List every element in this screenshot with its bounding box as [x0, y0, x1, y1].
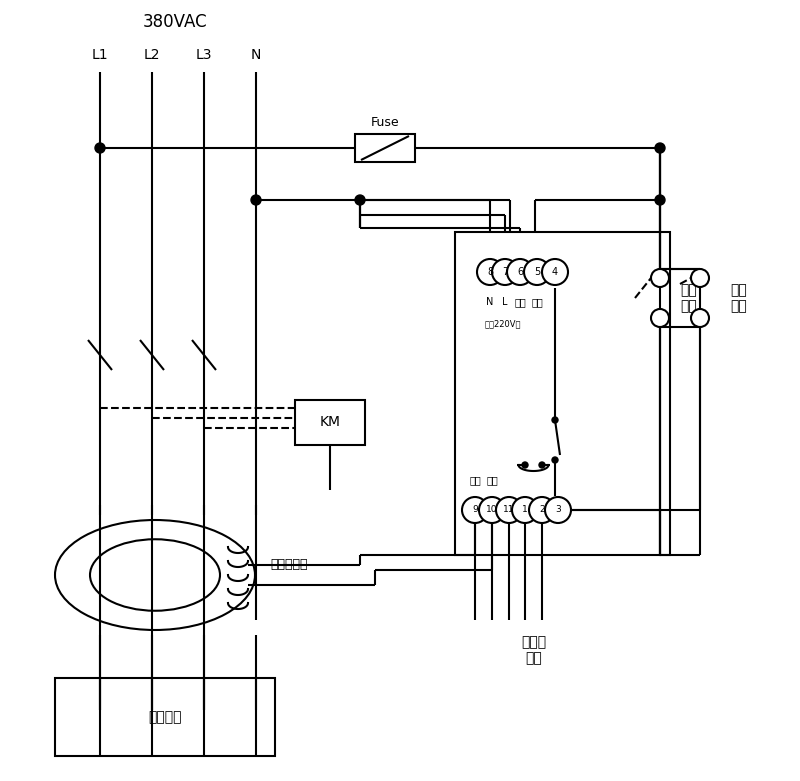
Circle shape [355, 195, 365, 205]
Circle shape [507, 259, 533, 285]
Text: 5: 5 [534, 267, 540, 277]
Text: 零序互感器: 零序互感器 [270, 558, 307, 572]
Text: 380VAC: 380VAC [142, 13, 207, 31]
Circle shape [552, 417, 558, 423]
Text: L3: L3 [196, 48, 212, 62]
Text: 自锁
开关: 自锁 开关 [730, 283, 746, 313]
Circle shape [691, 269, 709, 287]
Circle shape [462, 497, 488, 523]
Circle shape [496, 497, 522, 523]
Bar [55, 678, 275, 756]
Text: 9: 9 [472, 505, 478, 515]
Text: 4: 4 [552, 267, 558, 277]
Circle shape [477, 259, 503, 285]
Bar [355, 134, 415, 162]
Text: 8: 8 [487, 267, 493, 277]
Circle shape [691, 309, 709, 327]
Text: L1: L1 [92, 48, 108, 62]
Circle shape [524, 259, 550, 285]
Text: N: N [486, 297, 494, 307]
Text: 10: 10 [486, 505, 498, 515]
Circle shape [512, 497, 538, 523]
Text: 试验: 试验 [514, 297, 526, 307]
Text: 信号: 信号 [486, 475, 498, 485]
Circle shape [529, 497, 555, 523]
Circle shape [655, 195, 665, 205]
Circle shape [539, 462, 545, 468]
Circle shape [251, 195, 261, 205]
Circle shape [542, 259, 568, 285]
Bar [295, 400, 365, 445]
Text: L: L [502, 297, 508, 307]
Text: 电源220V～: 电源220V～ [485, 319, 522, 329]
Text: 自锁
开关: 自锁 开关 [680, 283, 697, 313]
Circle shape [545, 497, 571, 523]
Text: 信号: 信号 [469, 475, 481, 485]
Circle shape [552, 457, 558, 463]
Text: 11: 11 [503, 505, 514, 515]
Text: L2: L2 [144, 48, 160, 62]
Bar [455, 232, 670, 555]
Text: 试验: 试验 [531, 297, 543, 307]
Text: 用户设备: 用户设备 [148, 710, 182, 724]
Text: N: N [251, 48, 261, 62]
Circle shape [479, 497, 505, 523]
Text: Fuse: Fuse [370, 116, 399, 129]
Circle shape [522, 462, 528, 468]
Circle shape [95, 143, 105, 153]
Text: 3: 3 [555, 505, 561, 515]
Circle shape [651, 309, 669, 327]
Text: KM: KM [319, 415, 341, 429]
Text: 接声光
报警: 接声光 报警 [521, 635, 546, 665]
Text: 7: 7 [502, 267, 508, 277]
Text: 2: 2 [539, 505, 545, 515]
Circle shape [492, 259, 518, 285]
Text: 6: 6 [517, 267, 523, 277]
Text: 1: 1 [522, 505, 528, 515]
Circle shape [651, 269, 669, 287]
Circle shape [655, 143, 665, 153]
